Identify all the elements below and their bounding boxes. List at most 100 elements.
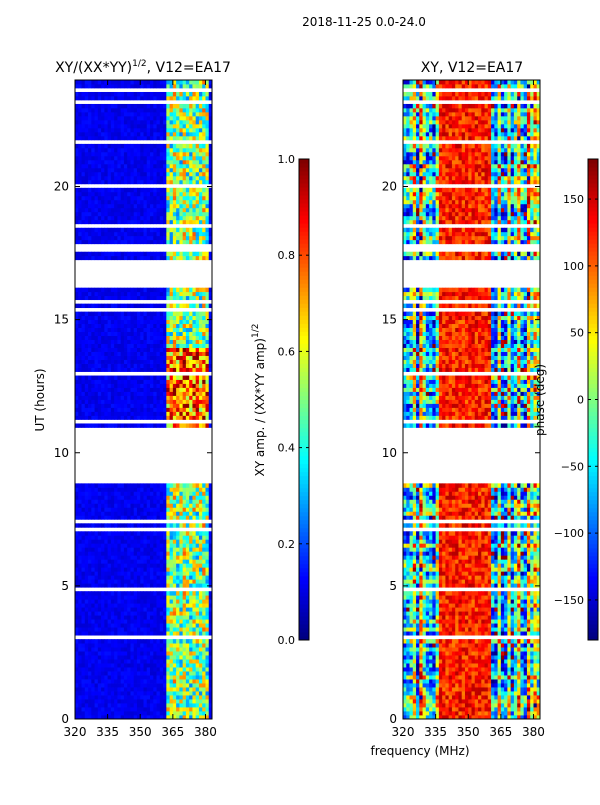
heatmap-cell xyxy=(169,131,174,137)
heatmap-cell xyxy=(179,187,184,193)
heatmap-cell xyxy=(120,123,125,129)
heatmap-cell xyxy=(150,407,154,412)
heatmap-cell xyxy=(179,219,184,225)
heatmap-cell xyxy=(127,203,131,209)
heatmap-cell xyxy=(172,551,177,556)
heatmap-cell xyxy=(120,151,125,157)
heatmap-cell xyxy=(114,407,118,412)
heatmap-cell xyxy=(114,107,118,113)
heatmap-cell xyxy=(166,687,170,692)
heatmap-cell xyxy=(81,499,86,504)
heatmap-cell xyxy=(185,367,190,372)
heatmap-cell xyxy=(88,423,92,428)
heatmap-cell xyxy=(163,239,167,245)
heatmap-cell xyxy=(123,707,128,712)
heatmap-cell xyxy=(97,715,102,720)
heatmap-cell xyxy=(195,343,200,348)
heatmap-cell xyxy=(156,163,161,169)
heatmap-cell xyxy=(202,379,206,384)
heatmap-cell xyxy=(179,107,184,113)
heatmap-cell xyxy=(185,607,190,612)
heatmap-cell xyxy=(81,363,86,368)
heatmap-cell xyxy=(104,159,109,165)
heatmap-cell xyxy=(208,111,213,117)
heatmap-cell xyxy=(88,191,92,197)
heatmap-cell xyxy=(88,359,92,364)
heatmap-cell xyxy=(120,671,125,676)
heatmap-cell xyxy=(205,611,210,616)
heatmap-cell xyxy=(136,551,141,556)
heatmap-cell xyxy=(120,159,125,165)
heatmap-cell xyxy=(159,591,164,596)
heatmap-cell xyxy=(97,691,102,696)
heatmap-cell xyxy=(97,191,102,197)
heatmap-cell xyxy=(81,563,86,568)
heatmap-cell xyxy=(146,195,151,201)
heatmap-cell xyxy=(172,195,177,201)
heatmap-cell xyxy=(75,135,79,141)
heatmap-cell xyxy=(189,547,193,552)
heatmap-cell xyxy=(205,207,210,213)
heatmap-cell xyxy=(104,687,109,692)
heatmap-cell xyxy=(133,483,138,488)
heatmap-cell xyxy=(159,607,164,612)
heatmap-cell xyxy=(88,555,92,560)
heatmap-cell xyxy=(81,663,86,668)
heatmap-cell xyxy=(143,543,148,548)
heatmap-cell xyxy=(153,131,157,137)
heatmap-cell xyxy=(130,575,135,580)
heatmap-cell xyxy=(140,171,144,177)
heatmap-cell xyxy=(88,311,92,317)
heatmap-cell xyxy=(140,715,144,720)
heatmap-cell xyxy=(166,131,170,137)
heatmap-cell xyxy=(81,611,86,616)
heatmap-cell xyxy=(136,715,141,720)
heatmap-cell xyxy=(153,703,157,708)
heatmap-cell xyxy=(182,663,187,668)
heatmap-cell xyxy=(179,483,184,488)
heatmap-cell xyxy=(150,599,154,604)
heatmap-cell xyxy=(156,355,161,360)
heatmap-cell xyxy=(146,107,151,113)
heatmap-cell xyxy=(75,695,79,700)
heatmap-cell xyxy=(163,191,167,197)
heatmap-cell xyxy=(143,699,148,704)
heatmap-cell xyxy=(143,291,148,297)
heatmap-cell xyxy=(156,647,161,652)
heatmap-cell xyxy=(123,199,128,205)
heatmap-cell xyxy=(156,663,161,668)
heatmap-cell xyxy=(208,571,213,576)
heatmap-cell xyxy=(192,667,197,672)
heatmap-cell xyxy=(123,659,128,664)
heatmap-cell xyxy=(195,303,200,309)
heatmap-cell xyxy=(130,627,135,632)
heatmap-cell xyxy=(153,707,157,712)
heatmap-cell xyxy=(120,187,125,193)
heatmap-cell xyxy=(143,315,148,321)
heatmap-cell xyxy=(81,151,86,157)
heatmap-cell xyxy=(156,171,161,177)
heatmap-cell xyxy=(127,155,131,161)
heatmap-cell xyxy=(202,383,206,388)
heatmap-cell xyxy=(163,187,167,193)
heatmap-cell xyxy=(130,511,135,516)
heatmap-cell xyxy=(107,663,112,668)
heatmap-cell xyxy=(107,163,112,169)
heatmap-cell xyxy=(163,559,167,564)
heatmap-cell xyxy=(153,155,157,161)
heatmap-cell xyxy=(185,591,190,596)
heatmap-cell xyxy=(140,707,144,712)
heatmap-cell xyxy=(91,423,95,428)
heatmap-cell xyxy=(202,551,206,556)
heatmap-cell xyxy=(208,411,213,416)
heatmap-cell xyxy=(84,387,89,392)
heatmap-cell xyxy=(120,359,125,364)
heatmap-cell xyxy=(78,339,82,344)
heatmap-cell xyxy=(163,171,167,177)
heatmap-cell xyxy=(192,403,197,408)
heatmap-cell xyxy=(91,695,95,700)
heatmap-cell xyxy=(133,559,138,564)
heatmap-cell xyxy=(163,159,167,165)
heatmap-cell xyxy=(104,343,109,348)
heatmap-cell xyxy=(150,687,154,692)
